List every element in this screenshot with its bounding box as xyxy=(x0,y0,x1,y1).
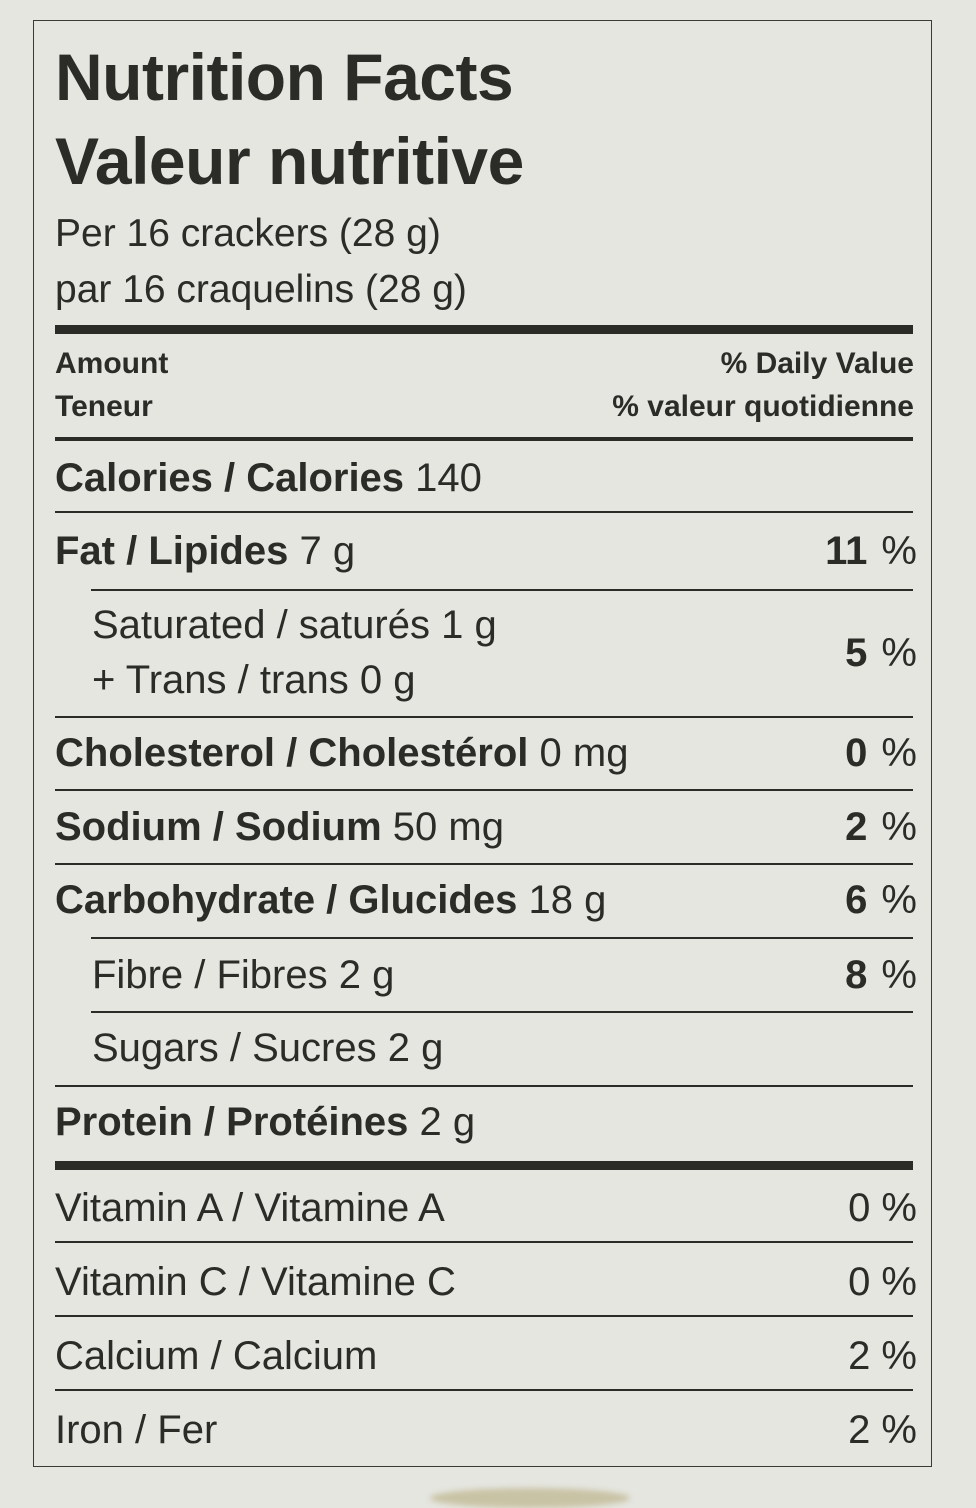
sodium-row: Sodium / Sodium 50 mg 2% xyxy=(55,805,917,849)
rule xyxy=(55,511,913,513)
rule xyxy=(55,789,913,791)
nutrition-label-border xyxy=(33,20,932,1467)
fat-row: Fat / Lipides 7 g 11% xyxy=(55,529,917,573)
amount-fr: Teneur xyxy=(55,390,153,423)
title-fr: Valeur nutritive xyxy=(55,124,524,198)
rule xyxy=(55,716,913,718)
serving-fr: par 16 craquelins (28 g) xyxy=(55,268,467,311)
rule xyxy=(55,1315,913,1317)
fibre-row: Fibre / Fibres 2 g 8% xyxy=(92,953,917,997)
thick-rule xyxy=(55,1161,913,1170)
daily-value-fr: % valeur quotidienne xyxy=(612,390,914,423)
rule xyxy=(55,437,913,441)
daily-value-en: % Daily Value xyxy=(720,347,914,380)
sugars-row: Sugars / Sucres 2 g xyxy=(92,1026,444,1070)
calcium-row: Calcium / Calcium 2 % xyxy=(55,1334,917,1378)
rule xyxy=(91,1011,913,1013)
trans-row: + Trans / trans 0 g xyxy=(92,658,416,702)
rule xyxy=(55,1085,913,1087)
rule xyxy=(91,589,913,591)
serving-en: Per 16 crackers (28 g) xyxy=(55,212,441,255)
cholesterol-row: Cholesterol / Cholestérol 0 mg 0% xyxy=(55,731,917,775)
amount-en: Amount xyxy=(55,347,169,380)
package-shadow xyxy=(430,1488,630,1508)
rule xyxy=(55,1241,913,1243)
calories-row: Calories / Calories 140 xyxy=(55,456,482,500)
carbohydrate-row: Carbohydrate / Glucides 18 g 6% xyxy=(55,878,917,922)
rule xyxy=(91,937,913,939)
iron-row: Iron / Fer 2 % xyxy=(55,1408,917,1452)
rule xyxy=(55,863,913,865)
saturated-trans-dv: 5% xyxy=(845,631,917,675)
title-en: Nutrition Facts xyxy=(55,40,514,114)
thick-rule xyxy=(55,325,913,334)
protein-row: Protein / Protéines 2 g xyxy=(55,1100,476,1144)
saturated-row: Saturated / saturés 1 g xyxy=(92,603,497,647)
rule xyxy=(55,1389,913,1391)
